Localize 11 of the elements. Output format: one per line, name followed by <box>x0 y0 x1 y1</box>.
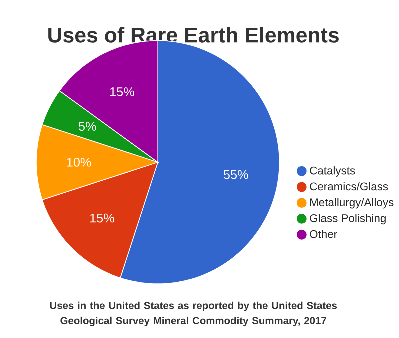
data-label: 10% <box>67 158 92 168</box>
data-label: 15% <box>90 214 114 224</box>
legend-label: Other <box>310 230 338 239</box>
data-label: 15% <box>110 88 134 97</box>
data-label: 5% <box>79 122 96 132</box>
legend-label: Metallurgy/Alloys <box>310 198 394 209</box>
legend-label: Ceramics/Glass <box>310 182 388 191</box>
text: Uses in the United States as reported by the United States Geological Survey Mineral Commodity Summary, 2017 <box>50 302 338 327</box>
legend-label: Catalysts <box>310 166 356 178</box>
data-label: 55% <box>224 170 248 180</box>
legend-label: Glass Polishing <box>310 214 386 225</box>
